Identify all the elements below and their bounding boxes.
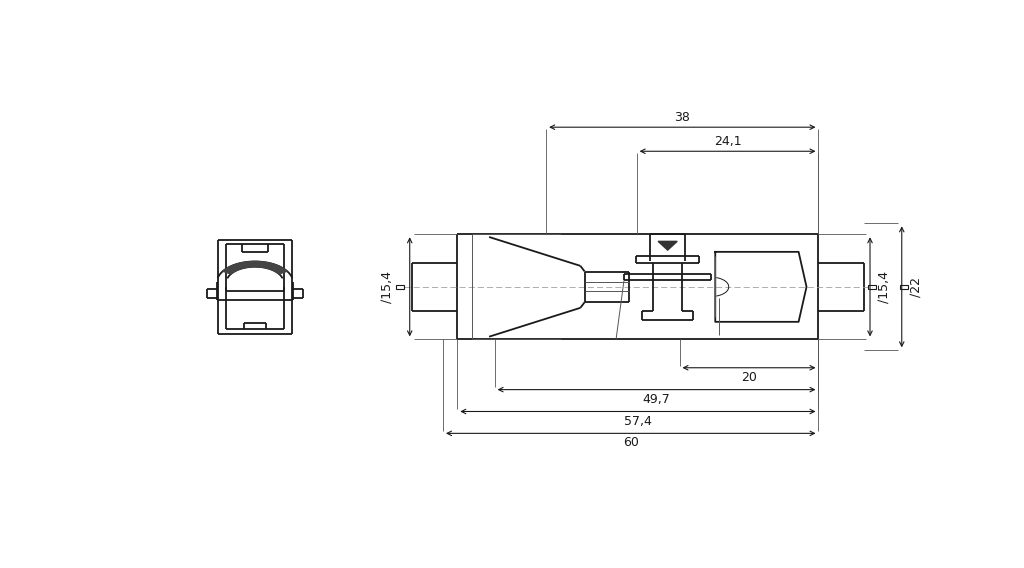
Text: 38: 38	[675, 111, 690, 124]
Text: 24,1: 24,1	[714, 135, 741, 148]
Text: 57,4: 57,4	[624, 415, 652, 428]
Polygon shape	[658, 241, 677, 250]
Bar	[868, 285, 877, 289]
Polygon shape	[223, 261, 287, 274]
Bar	[396, 285, 404, 289]
Text: 49,7: 49,7	[643, 392, 671, 406]
Text: ∕15,4: ∕15,4	[381, 271, 394, 303]
Text: 20: 20	[741, 371, 757, 384]
Text: ∕15,4: ∕15,4	[878, 271, 891, 303]
Bar	[900, 285, 908, 289]
Text: 60: 60	[623, 436, 639, 449]
Text: ∕22: ∕22	[909, 277, 923, 297]
